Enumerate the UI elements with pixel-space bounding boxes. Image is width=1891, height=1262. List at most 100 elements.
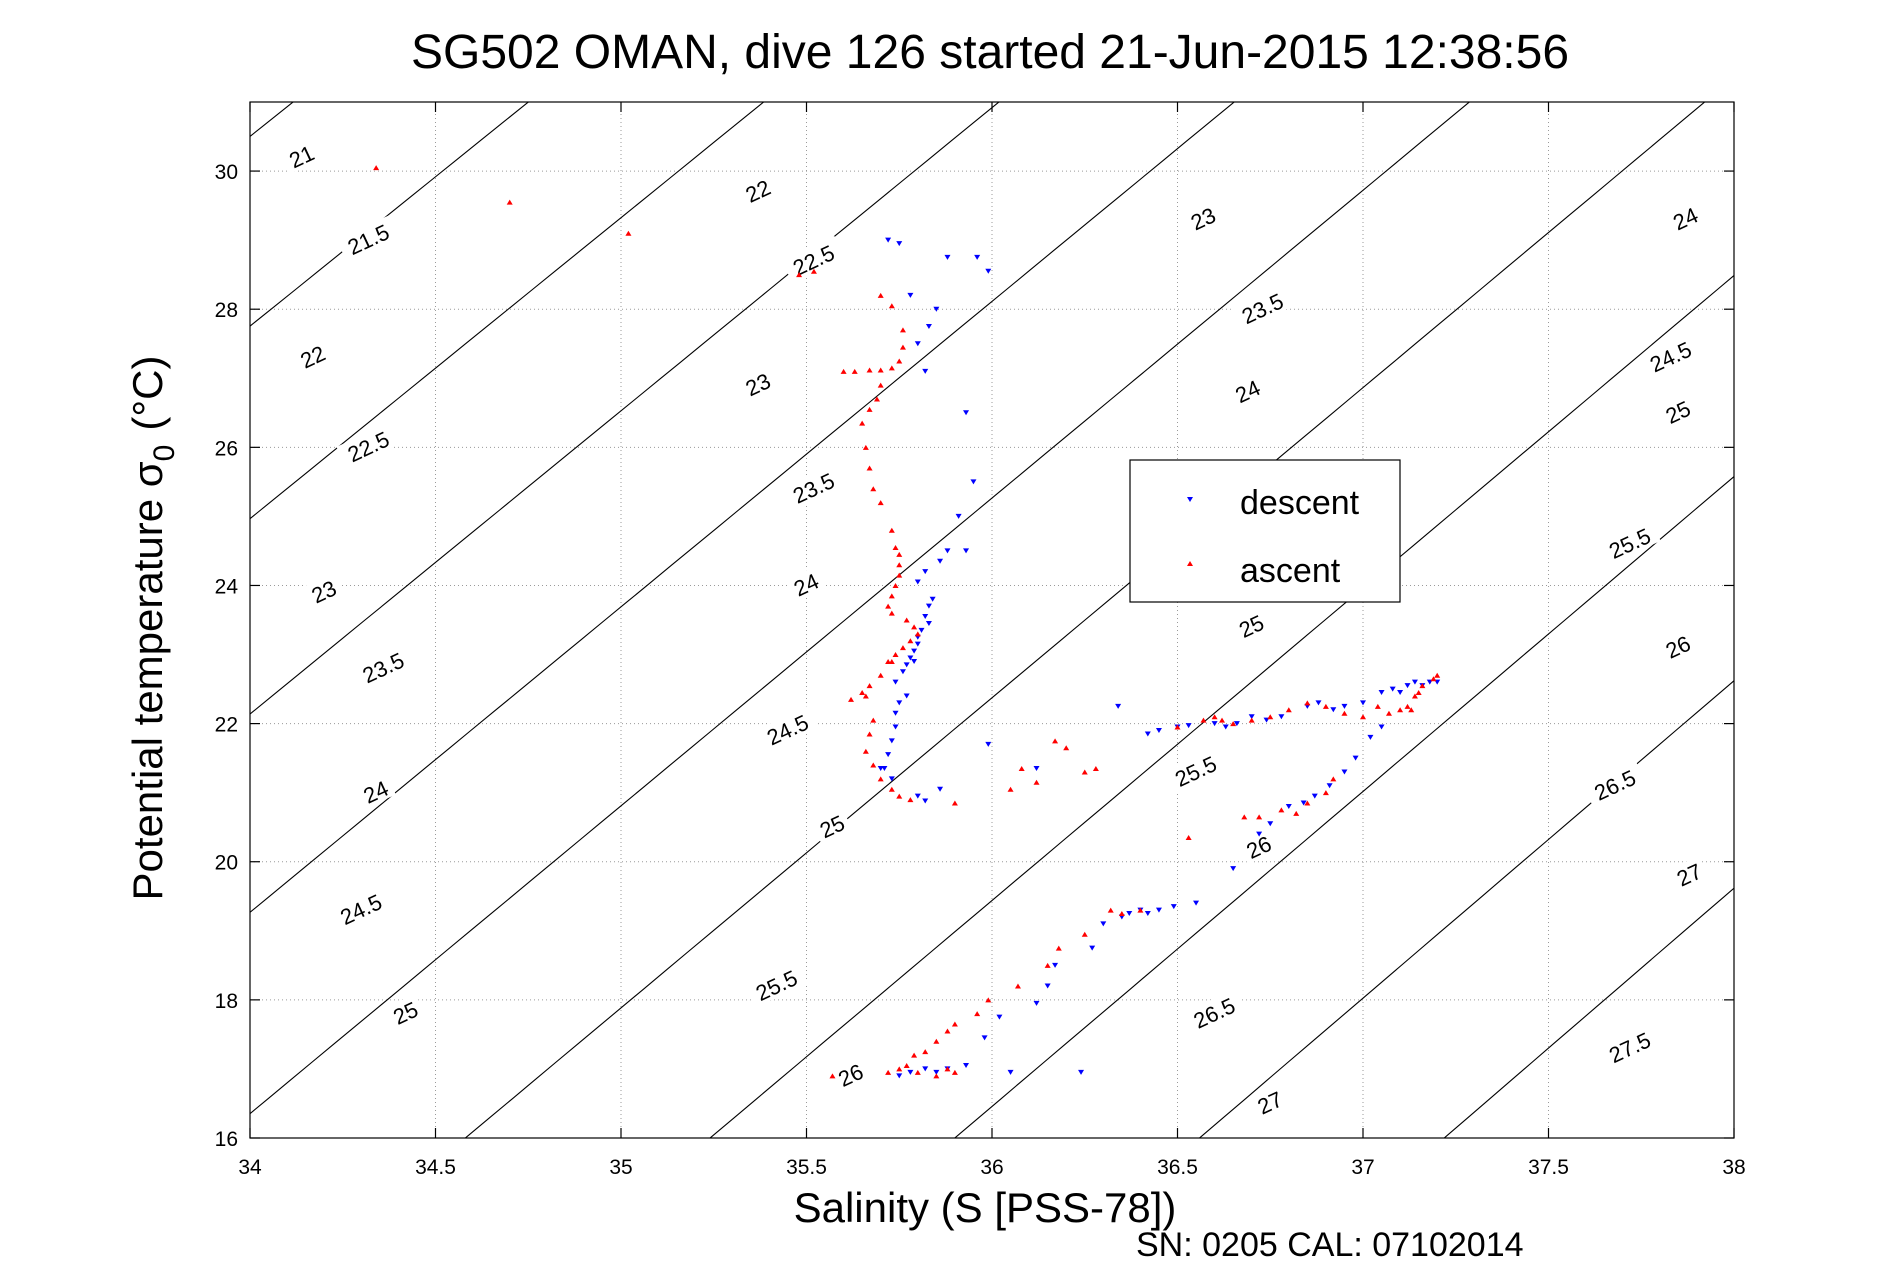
x-tick-label: 36 [980,1156,1003,1179]
descent-point [1248,714,1255,720]
descent-point [911,648,918,654]
ascent-point [1044,962,1051,968]
ascent-point [1341,710,1348,716]
ascent-point [911,1052,918,1058]
descent-point [1341,703,1348,709]
descent-point [914,641,921,647]
ascent-point [1063,745,1070,751]
ascent-point [866,406,873,412]
y-tick-label: 28 [215,299,238,322]
contour-label-23.5: 23.5 [1230,284,1294,331]
contour-label-22.5: 22.5 [781,235,845,283]
ascent-point [1411,693,1418,699]
descent-point [922,614,929,620]
ascent-point [885,603,892,609]
ascent-point [1330,776,1337,782]
contour-label-24.5: 24.5 [755,705,819,752]
ascent-point [1230,721,1237,727]
ascent-point [625,230,632,236]
descent-point [1089,945,1096,951]
contour-label-26.5: 26.5 [1583,760,1646,808]
contour-label-27.5: 27.5 [1597,1023,1661,1070]
descent-point [1033,1000,1040,1006]
contour-label-25: 25 [811,807,853,844]
descent-point [899,669,906,675]
descent-point [1300,800,1307,806]
descent-point [1193,900,1200,906]
y-tick-label: 24 [215,575,239,598]
descent-point [1144,731,1151,737]
ascent-point [1408,707,1415,713]
y-tick-label: 22 [215,714,238,737]
descent-point [925,603,932,609]
ascent-point [859,690,866,696]
ascent-point [1241,814,1248,820]
descent-point [892,679,899,685]
footer-serial-calibration: SN: 0205 CAL: 07102014 [1136,1226,1524,1262]
descent-point [1052,962,1059,968]
x-tick-label: 35.5 [786,1156,827,1179]
ascent-point [885,1069,892,1075]
descent-point [914,793,921,799]
descent-point [933,1069,940,1075]
ascent-point [851,368,858,374]
ascent-point [1256,814,1263,820]
descent-point [1078,1069,1085,1075]
x-tick-label: 36.5 [1157,1156,1198,1179]
descent-point [1330,707,1337,713]
density-contour-22 [0,68,101,1173]
contour-label-24: 24 [1226,372,1268,409]
contour-label-21.5: 21.5 [336,215,400,262]
descent-point [1230,866,1237,872]
descent-point [937,558,944,564]
density-contour-labels: 2121.5222222.522.523232323.523.523.52424… [280,137,1710,1120]
descent-point [888,738,895,744]
ascent-point [1033,779,1040,785]
contour-label-26: 26 [829,1055,871,1093]
ascent-point [1018,765,1025,771]
x-tick-label: 34.5 [415,1156,456,1179]
ascent-point [866,367,873,373]
ascent-point [896,1066,903,1072]
ascent-point [899,327,906,333]
descent-point [944,254,951,260]
descent-point [911,658,918,664]
ascent-point [1219,717,1226,723]
descent-point [1233,721,1240,727]
ascent-point [907,638,914,644]
ascent-point [859,420,866,426]
descent-point [985,268,992,274]
ascent-point [506,199,513,205]
y-tick-label: 18 [215,990,238,1013]
ascent-point [899,645,906,651]
ascent-point [1092,765,1099,771]
descent-point [885,237,892,243]
ascent-point [877,292,884,298]
ascent-point [951,1021,958,1027]
contour-label-25.5: 25.5 [1597,519,1661,566]
density-contour-23.5 [250,102,765,520]
descent-point [922,368,929,374]
ascent-point [944,1066,951,1072]
descent-point [877,765,884,771]
legend-marker-descent [1187,497,1193,502]
descent-point [1267,821,1274,827]
descent-point [1278,714,1285,720]
descent-point [1256,831,1263,837]
descent-point [933,306,940,312]
descent-point [1033,765,1040,771]
ascent-point [870,717,877,723]
legend-marker-ascent [1187,561,1193,566]
descent-point [925,620,932,626]
descent-point [1397,690,1404,696]
ascent-point [877,382,884,388]
ascent-point [896,562,903,568]
ascent-point [888,610,895,616]
contour-label-24: 24 [785,565,827,602]
descent-point [1007,1069,1014,1075]
descent-point [963,1062,970,1068]
y-axis-ticks: 16 18 20 22 24 26 28 30 [215,161,1734,1151]
ascent-point [866,465,873,471]
descent-point [896,1073,903,1079]
contour-label-25.5: 25.5 [744,961,808,1008]
